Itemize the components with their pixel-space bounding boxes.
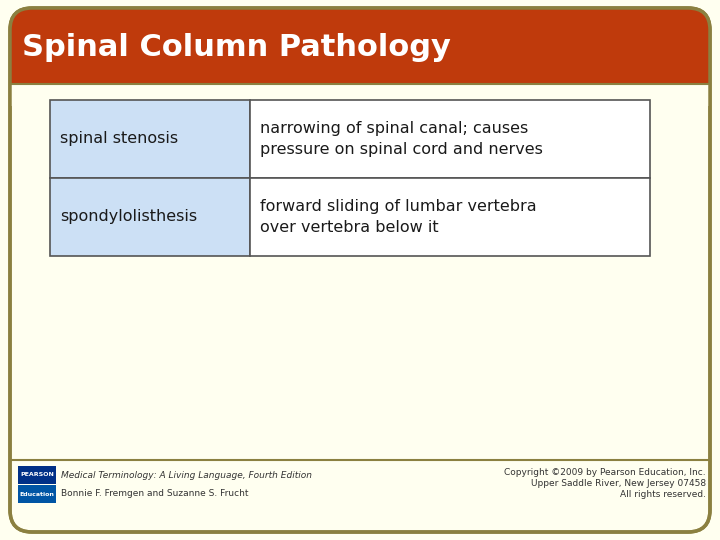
Bar [250,178,650,256]
Text: spondylolisthesis: spondylolisthesis [60,210,197,225]
Bar [18,466,56,484]
FancyBboxPatch shape [10,8,710,532]
Bar [50,178,250,256]
Text: spinal stenosis: spinal stenosis [60,132,178,146]
Text: forward sliding of lumbar vertebra
over vertebra below it: forward sliding of lumbar vertebra over … [260,199,536,235]
Text: PEARSON: PEARSON [20,472,54,477]
Text: Education: Education [19,491,55,496]
Text: Copyright ©2009 by Pearson Education, Inc.: Copyright ©2009 by Pearson Education, In… [505,468,706,477]
Text: narrowing of spinal canal; causes
pressure on spinal cord and nerves: narrowing of spinal canal; causes pressu… [260,121,543,157]
Text: All rights reserved.: All rights reserved. [620,490,706,499]
Text: Spinal Column Pathology: Spinal Column Pathology [22,33,451,63]
Text: Bonnie F. Fremgen and Suzanne S. Frucht: Bonnie F. Fremgen and Suzanne S. Frucht [61,489,248,498]
Text: Medical Terminology: A Living Language, Fourth Edition: Medical Terminology: A Living Language, … [61,470,312,480]
Bar [18,485,56,503]
Bar [10,84,710,106]
Text: Upper Saddle River, New Jersey 07458: Upper Saddle River, New Jersey 07458 [531,479,706,488]
Bar [250,100,650,178]
Bar [10,30,710,104]
FancyBboxPatch shape [10,8,710,104]
Bar [50,100,250,178]
